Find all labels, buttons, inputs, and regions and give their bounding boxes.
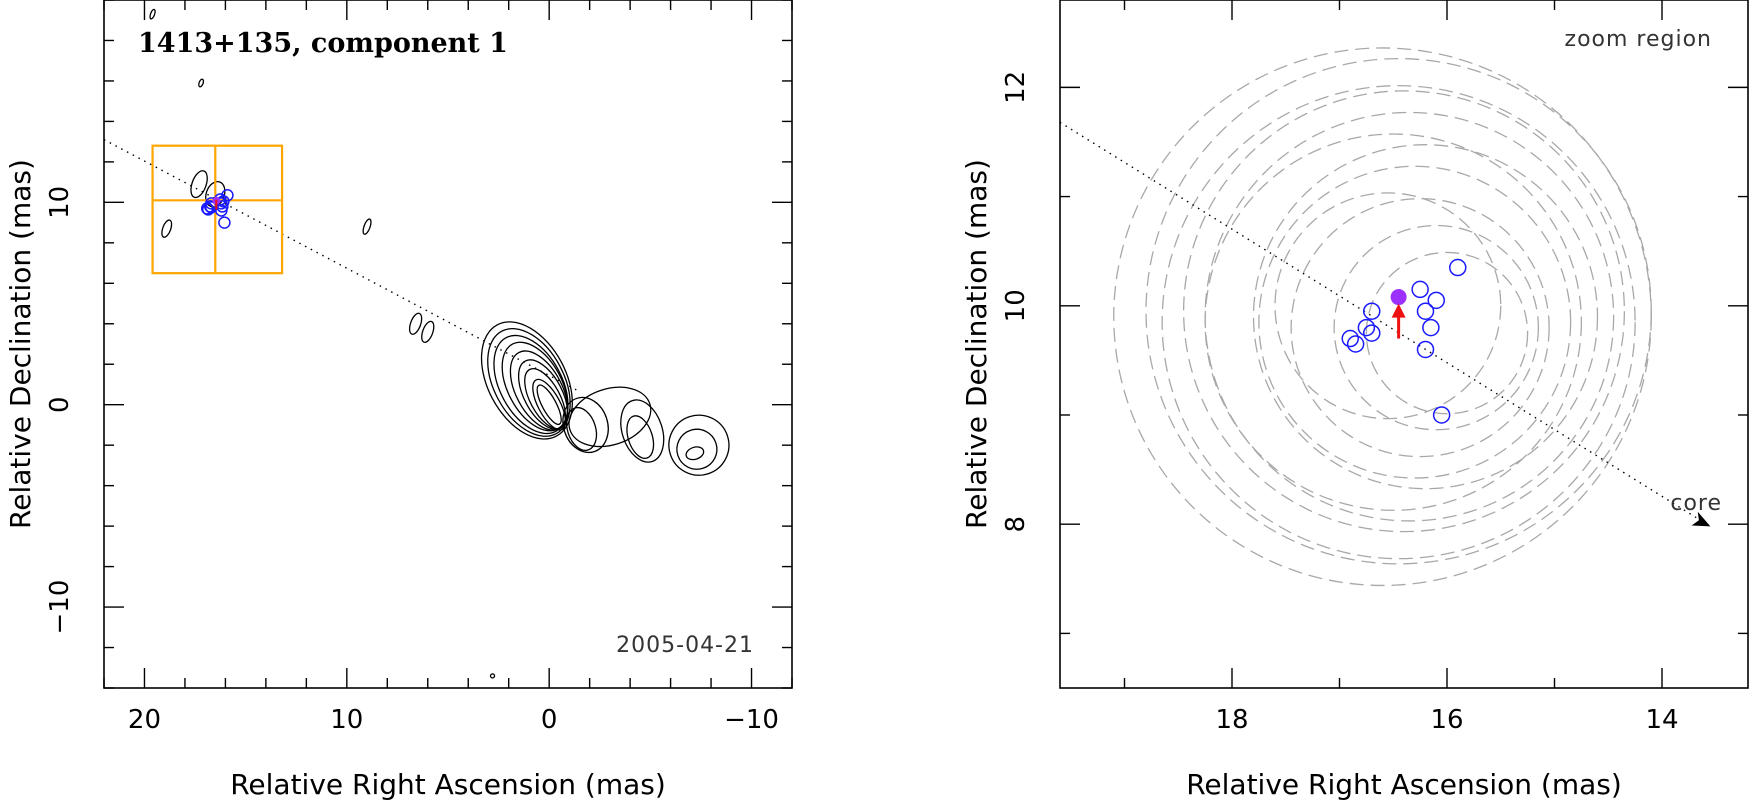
left-x-tick-label: 20 [128,705,161,735]
error-circle [1161,85,1636,560]
zoom-plot-area [1060,47,1711,587]
component-position-marker [1363,324,1381,342]
contour-map [149,8,730,679]
error-circle [1365,251,1529,415]
jet-axis-line [1060,121,1711,527]
component-position-marker [218,216,231,229]
core-contour [536,384,562,426]
error-circle [1333,224,1540,431]
left-y-tick-label: 10 [45,186,75,219]
jet-knot-contour [568,386,652,448]
left-x-tick-label: 10 [330,705,363,735]
isolated-contour [489,673,496,679]
component-position-marker [1346,335,1365,353]
isolated-contour [149,8,156,20]
epoch-label: 2005-04-21 [616,633,754,658]
isolated-contour [205,181,226,208]
right-plot-frame [1059,0,1749,689]
error-circle [1113,47,1652,587]
left-x-tick-label: −10 [724,705,779,735]
core-direction-arrowhead [1691,511,1711,527]
left-y-tick-label: −10 [45,580,75,635]
error-circle [1274,192,1502,420]
component-position-marker [1449,258,1467,277]
right-x-tick-label: 14 [1645,705,1678,735]
isolated-contour [190,170,208,199]
isolated-contour [408,312,423,335]
jet-axis-line [104,139,580,393]
right-x-tick-label: 18 [1215,705,1248,735]
component-position-marker [1416,302,1435,320]
core-contour [501,341,569,432]
right-y-axis-label: Relative Declination (mas) [960,159,993,529]
core-label: core [1670,491,1722,516]
error-circle [1204,111,1615,522]
zoom-panel: 18 16 14 8 10 12 zoom region core Relative Ri… [960,0,1749,801]
left-axis-ticks: 20 10 0 −10 −10 0 10 [45,0,793,735]
error-circle [1258,165,1572,479]
isolated-contour [362,218,372,235]
component-position-marker [1432,406,1451,424]
jet-knot-contour [676,428,718,470]
isolated-contour [198,78,205,88]
core-contour [493,334,569,435]
contour-map-panel: 20 10 0 −10 −10 0 10 1413+135, component 1 200… [4,0,793,801]
chart-title: 1413+135, component 1 [138,28,508,59]
right-y-tick-label: 10 [1001,289,1031,322]
component-position-marker [1411,280,1429,299]
component-position-marker [1422,318,1440,337]
component-position-marker [1427,291,1445,310]
left-y-tick-label: 0 [45,396,75,413]
core-contour [487,328,571,437]
component-position-marker [215,204,228,217]
right-y-tick-label: 8 [1001,516,1031,533]
isolated-contour [161,219,173,238]
jet-knot-contour [685,446,705,461]
component-position-marker [1357,318,1376,337]
component-position-marker [221,189,234,202]
right-x-axis-label: Relative Right Ascension (mas) [1186,768,1622,801]
error-circle [1204,133,1583,511]
mean-position-arrowhead [1391,303,1406,318]
right-x-tick-label: 16 [1430,705,1463,735]
left-overlay [104,139,580,393]
mean-position-marker [1390,289,1407,306]
error-circle [1290,197,1550,458]
core-contour [480,321,573,440]
component-position-marker [1363,302,1381,320]
jet-knot-contour [620,399,665,463]
left-x-tick-label: 0 [541,705,558,735]
jet-knot-contour [626,415,655,459]
left-plot-frame [103,0,793,689]
component-position-marker [201,203,215,216]
jet-knot-contour [562,396,609,454]
left-y-axis-label: Relative Declination (mas) [4,159,37,529]
right-axis-ticks: 18 16 14 8 10 12 [1001,0,1748,735]
zoom-region-label: zoom region [1565,27,1712,52]
left-x-axis-label: Relative Right Ascension (mas) [230,768,666,801]
error-circle [1252,144,1599,490]
component-position-marker [1341,329,1359,348]
component-position-marker [1416,340,1435,359]
jet-knot-contour [668,414,730,476]
error-circle [1182,90,1626,533]
zoom-region-box [151,144,284,275]
right-y-tick-label: 12 [1001,71,1031,104]
isolated-contour [421,320,435,343]
